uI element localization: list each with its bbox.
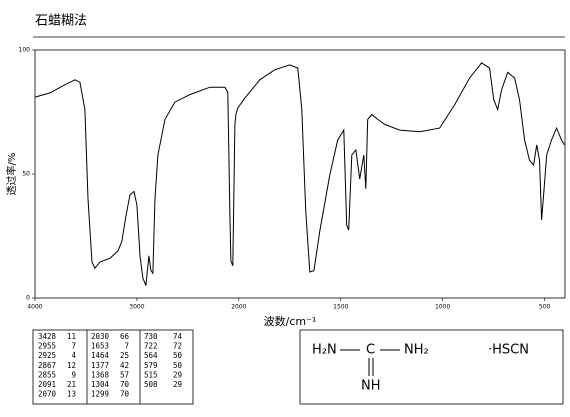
peak-intensity: 7	[124, 342, 129, 351]
structure-text: H₂N	[312, 343, 337, 358]
x-tick-label: 1500	[333, 304, 348, 311]
peak-wavenumber: 2855	[38, 370, 56, 379]
peak-intensity: 29	[173, 370, 182, 379]
peak-intensity: 29	[173, 380, 182, 389]
peak-wavenumber: 1464	[91, 351, 110, 360]
peak-wavenumber: 1304	[91, 380, 110, 389]
peak-intensity: 72	[173, 342, 182, 351]
peak-intensity: 4	[71, 351, 76, 360]
peak-wavenumber: 730	[144, 332, 158, 341]
peak-intensity: 7	[71, 342, 76, 351]
y-tick-label: 50	[22, 171, 30, 178]
y-axis-label: 透过率/%	[5, 153, 18, 196]
peak-intensity: 42	[120, 361, 129, 370]
x-tick-label: 500	[539, 304, 551, 311]
peak-intensity: 57	[120, 370, 129, 379]
structure-text: ·HSCN	[488, 343, 529, 358]
peak-wavenumber: 2070	[38, 390, 57, 399]
peak-intensity: 74	[173, 332, 183, 341]
y-tick-label: 100	[19, 47, 31, 54]
x-tick-label: 1000	[435, 304, 450, 311]
structure-text: NH	[361, 379, 381, 394]
peak-intensity: 21	[67, 380, 76, 389]
structure-text: C	[366, 343, 375, 358]
x-tick-label: 3000	[129, 304, 144, 311]
peak-wavenumber: 508	[144, 380, 158, 389]
peak-intensity: 12	[67, 361, 76, 370]
spectrum-line	[34, 62, 566, 286]
peak-wavenumber: 1653	[91, 342, 109, 351]
peak-wavenumber: 722	[144, 342, 158, 351]
structure-text: NH₂	[404, 343, 429, 358]
peak-wavenumber: 1368	[91, 370, 110, 379]
peak-table-frame	[32, 329, 194, 405]
peak-intensity: 70	[120, 380, 130, 389]
peak-wavenumber: 515	[144, 370, 158, 379]
peak-intensity: 9	[71, 370, 76, 379]
y-tick-label: 0	[26, 295, 30, 302]
title: 石蜡糊法	[35, 13, 87, 29]
peak-wavenumber: 2030	[91, 332, 110, 341]
peak-intensity: 13	[67, 390, 76, 399]
peak-intensity: 25	[120, 351, 129, 360]
peak-intensity: 66	[120, 332, 130, 341]
peak-wavenumber: 579	[144, 361, 158, 370]
peak-wavenumber: 2867	[38, 361, 56, 370]
peak-intensity: 11	[67, 332, 76, 341]
structure-frame	[299, 329, 564, 405]
peak-wavenumber: 2091	[38, 380, 56, 389]
peak-intensity: 50	[173, 351, 183, 360]
peak-wavenumber: 1377	[91, 361, 109, 370]
x-tick-label: 2000	[231, 304, 246, 311]
peak-wavenumber: 564	[144, 351, 158, 360]
peak-wavenumber: 3428	[38, 332, 57, 341]
peak-wavenumber: 1299	[91, 390, 109, 399]
peak-wavenumber: 2925	[38, 351, 56, 360]
peak-wavenumber: 2955	[38, 342, 56, 351]
peak-intensity: 50	[173, 361, 183, 370]
peak-intensity: 70	[120, 390, 130, 399]
x-tick-label: 4000	[27, 304, 42, 311]
x-axis-label: 波数/cm⁻¹	[264, 315, 317, 328]
